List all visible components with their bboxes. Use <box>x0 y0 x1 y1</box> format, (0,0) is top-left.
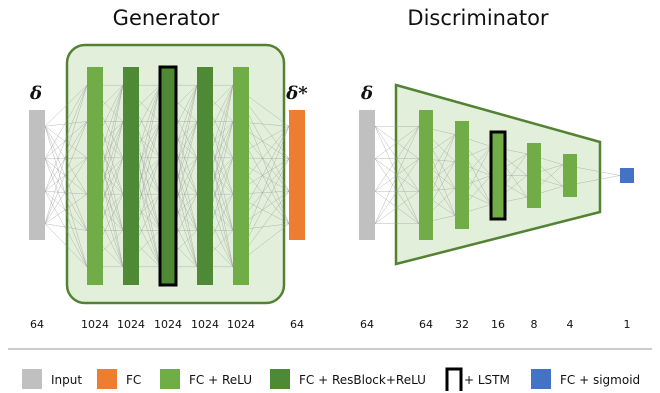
generator-layer-4 <box>197 67 213 285</box>
generator-layer-5 <box>233 67 249 285</box>
discriminator-size-label: 8 <box>531 318 538 331</box>
connection-line <box>44 85 88 192</box>
legend-swatch <box>22 369 42 389</box>
connection-line <box>44 158 88 267</box>
generator-size-label: 1024 <box>191 318 219 331</box>
discriminator-layer-2 <box>455 121 469 229</box>
legend-item-fc-resblock-relu: FC + ResBlock+ReLU <box>270 369 426 389</box>
connection-line <box>44 126 88 159</box>
legend-label: + LSTM <box>464 373 510 387</box>
discriminator-size-label: 64 <box>419 318 433 331</box>
generator-size-labels: 64 1024 1024 1024 1024 1024 64 <box>30 318 304 331</box>
discriminator-size-label: 64 <box>360 318 374 331</box>
connection-line <box>374 126 420 192</box>
generator-size-label: 1024 <box>154 318 182 331</box>
generator-input-layer <box>29 110 45 240</box>
legend-label: FC + ResBlock+ReLU <box>299 373 426 387</box>
connection-line <box>44 158 88 195</box>
connection-line <box>44 193 88 224</box>
discriminator-size-label: 16 <box>491 318 505 331</box>
connection-line <box>44 191 88 231</box>
discriminator-input-layer <box>359 110 375 240</box>
connection-line <box>44 126 88 231</box>
generator: δ δ* <box>29 43 308 305</box>
legend-item-lstm: + LSTM <box>445 367 510 391</box>
connection-line <box>374 158 420 224</box>
connection-line <box>44 223 88 231</box>
legend-label: FC <box>126 373 141 387</box>
connection-line <box>44 191 88 267</box>
discriminator-sigmoid-output <box>620 168 634 183</box>
legend-swatch <box>531 369 551 389</box>
generator-size-label: 1024 <box>227 318 255 331</box>
legend-label: FC + ReLU <box>189 373 252 387</box>
connection-line <box>44 158 88 231</box>
connection-line <box>44 121 88 192</box>
discriminator-size-labels: 64 64 32 16 8 4 1 <box>360 318 631 331</box>
legend-swatch <box>97 369 117 389</box>
generator-size-label: 64 <box>290 318 304 331</box>
generator-output-layer <box>289 110 305 240</box>
discriminator-layer-5 <box>563 154 577 197</box>
connection-line <box>374 126 420 159</box>
legend-item-fc-sigmoid: FC + sigmoid <box>531 369 640 389</box>
connection-line <box>44 223 88 268</box>
connection-line <box>44 157 88 159</box>
connection-line <box>44 121 88 159</box>
connection-line <box>44 126 88 267</box>
connection-line <box>374 191 420 224</box>
generator-layer-1 <box>87 67 103 285</box>
discriminator: δ <box>359 83 634 266</box>
connection-line <box>44 85 88 224</box>
generator-size-label: 1024 <box>117 318 145 331</box>
lstm-bracket-icon <box>445 367 463 391</box>
connection-line <box>44 84 88 127</box>
connection-line <box>44 157 88 224</box>
connection-line <box>44 85 88 159</box>
discriminator-layer-1 <box>419 110 433 240</box>
generator-size-label: 64 <box>30 318 44 331</box>
discriminator-size-label: 1 <box>624 318 631 331</box>
connection-line <box>44 126 88 195</box>
legend-label: FC + sigmoid <box>560 373 640 387</box>
connection-line <box>374 126 420 224</box>
discriminator-layer-4 <box>527 143 541 208</box>
discriminator-title: Discriminator <box>407 6 549 30</box>
generator-size-label: 1024 <box>81 318 109 331</box>
legend-label: Input <box>51 373 82 387</box>
generator-layer-2 <box>123 67 139 285</box>
generator-layer-3-lstm <box>158 65 178 287</box>
connection-line <box>44 121 88 224</box>
generator-output-symbol: δ* <box>285 83 308 104</box>
connection-line <box>44 121 88 127</box>
legend-item-fc-relu: FC + ReLU <box>160 369 252 389</box>
legend-item-fc: FC <box>97 369 141 389</box>
discriminator-size-label: 4 <box>567 318 574 331</box>
legend: Input FC FC + ReLU FC + ResBlock+ReLU + … <box>22 367 640 391</box>
legend-swatch <box>270 369 290 389</box>
legend-item-input: Input <box>22 369 82 389</box>
generator-title: Generator <box>113 6 220 30</box>
connection-line <box>44 157 88 192</box>
discriminator-input-symbol: δ <box>360 83 373 104</box>
discriminator-layer-3-lstm <box>489 130 507 221</box>
connection-line <box>44 191 88 195</box>
discriminator-size-label: 32 <box>455 318 469 331</box>
legend-swatch <box>160 369 180 389</box>
generator-input-symbol: δ <box>29 83 42 104</box>
